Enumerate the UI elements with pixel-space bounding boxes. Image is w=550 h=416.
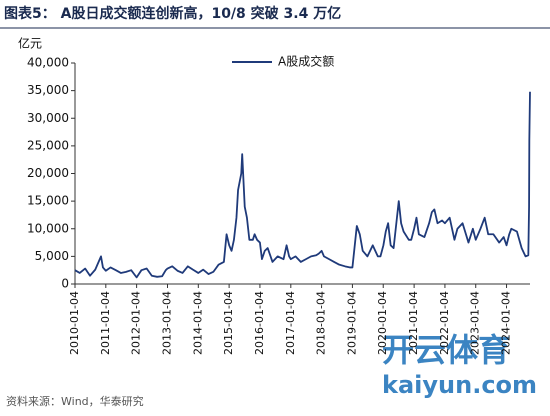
x-tick-label: 2023-01-04 — [469, 291, 482, 355]
source: 资料来源：Wind，华泰研究 — [6, 394, 144, 408]
y-tick-label: 15,000 — [27, 194, 69, 208]
y-tick-label: 20,000 — [27, 166, 69, 180]
x-tick-label: 2014-01-04 — [191, 291, 204, 355]
x-tick-label: 2020-01-04 — [376, 291, 389, 355]
x-tick-label: 2021-01-04 — [407, 291, 420, 355]
watermark: 开云体育 — [382, 331, 510, 369]
y-tick-label: 30,000 — [27, 111, 69, 125]
x-tick-label: 2011-01-04 — [99, 291, 112, 355]
x-tick-label: 2012-01-04 — [130, 291, 143, 355]
x-tick-label: 2018-01-04 — [315, 291, 328, 355]
chart-title: 图表5： A股日成交额连创新高，10/8 突破 3.4 万亿 — [4, 5, 341, 22]
x-tick-label: 2015-01-04 — [222, 291, 235, 355]
y-tick-label: 10,000 — [27, 221, 69, 235]
x-tick-label: 2017-01-04 — [284, 291, 297, 355]
x-tick-label: 2010-01-04 — [68, 291, 81, 355]
y-unit: 亿元 — [18, 36, 42, 51]
legend-label: A股成交额 — [278, 54, 334, 69]
watermark: kaiyun.com — [382, 371, 537, 399]
y-tick-label: 40,000 — [27, 56, 69, 70]
x-tick-label: 2016-01-04 — [253, 291, 266, 355]
x-tick-label: 2013-01-04 — [161, 291, 174, 355]
y-tick-label: 0 — [61, 277, 69, 291]
x-tick-label: 2019-01-04 — [345, 291, 358, 355]
y-tick-label: 5,000 — [35, 249, 69, 263]
series-line — [74, 91, 531, 279]
x-tick-label: 2024-01-04 — [500, 291, 513, 355]
y-tick-label: 35,000 — [27, 83, 69, 97]
y-tick-label: 25,000 — [27, 138, 69, 152]
x-tick-label: 2022-01-04 — [438, 291, 451, 355]
